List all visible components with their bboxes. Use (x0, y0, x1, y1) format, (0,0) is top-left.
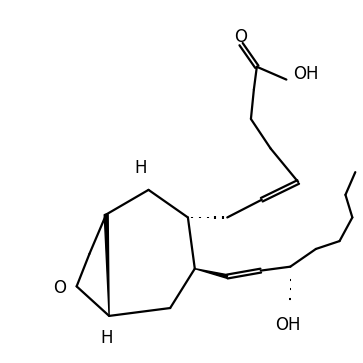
Polygon shape (104, 215, 109, 316)
Text: O: O (234, 28, 248, 46)
Polygon shape (195, 269, 228, 278)
Text: H: H (134, 159, 147, 177)
Text: O: O (53, 280, 66, 297)
Text: H: H (100, 329, 113, 347)
Text: OH: OH (293, 65, 319, 83)
Text: OH: OH (276, 316, 301, 334)
